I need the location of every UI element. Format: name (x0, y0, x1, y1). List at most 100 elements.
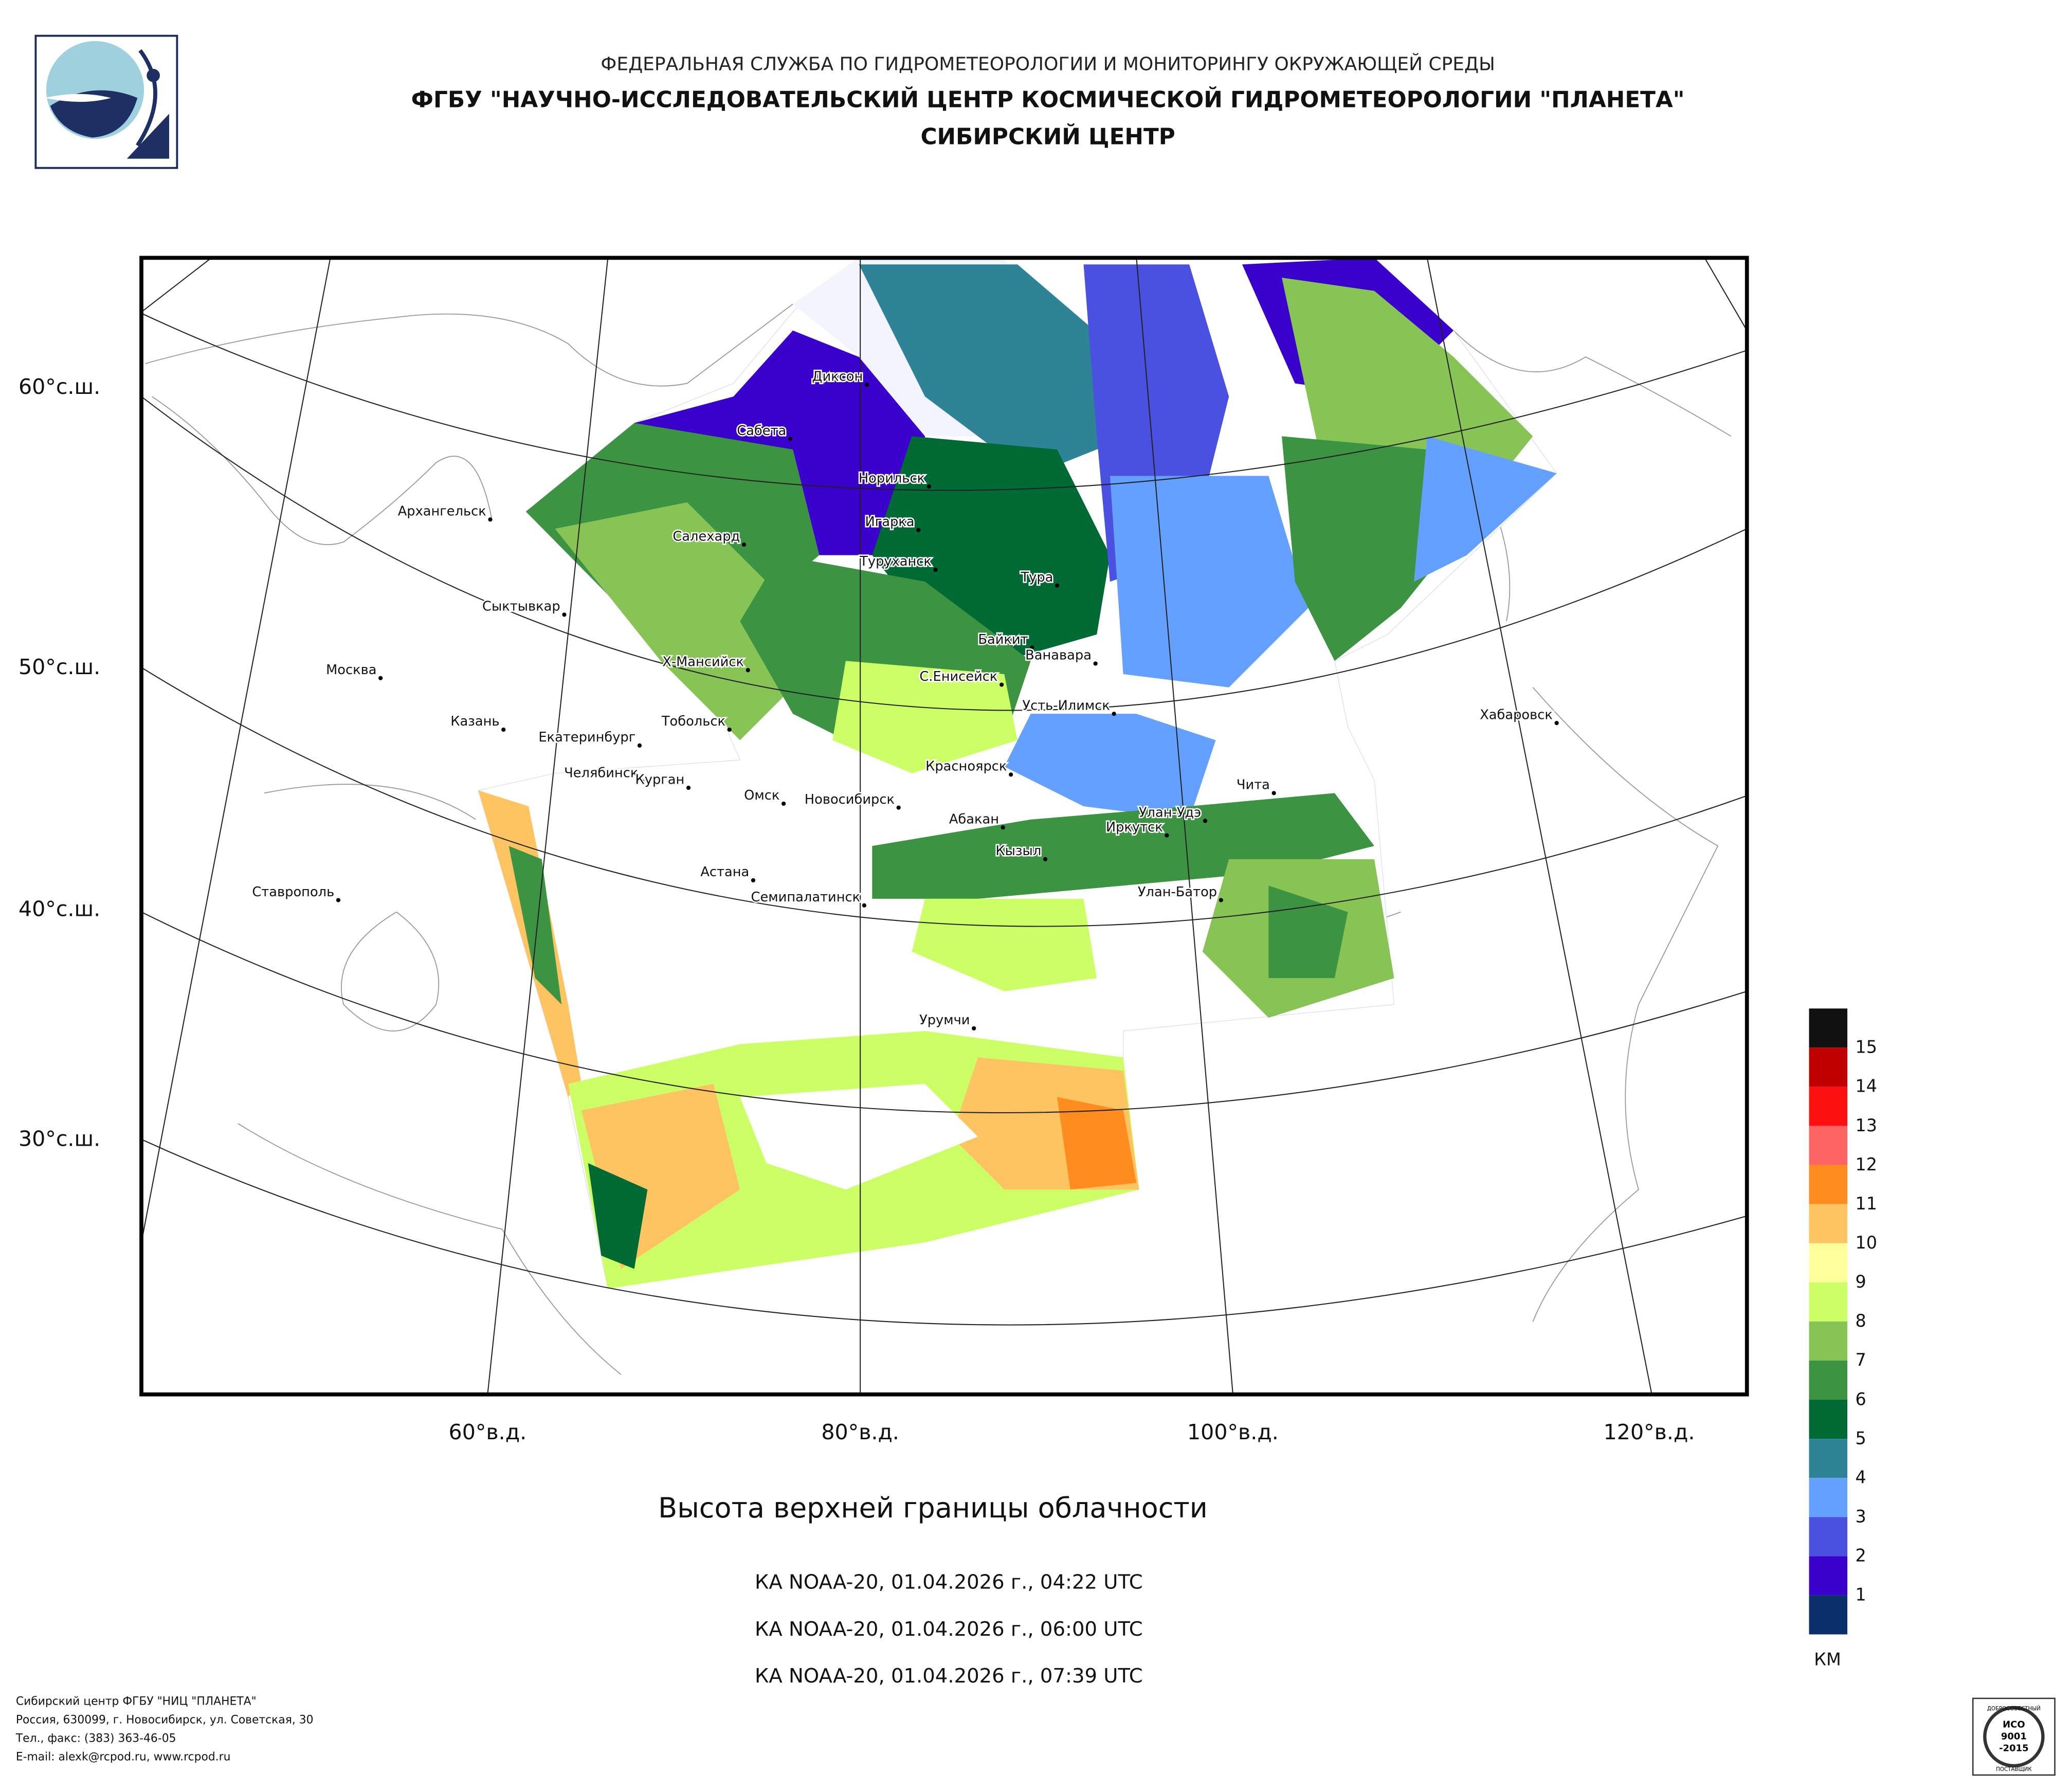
city-dot (999, 682, 1004, 687)
city-label: Х-Мансийск (662, 655, 744, 670)
legend: 15 14 13 12 11 10 9 8 7 6 5 4 3 2 1 КМ (1809, 1008, 1877, 1670)
footer-line: Тел., факс: (383) 363-46-05 (15, 1732, 176, 1745)
legend-tick-label: 10 (1855, 1233, 1877, 1253)
legend-tick-label: 14 (1855, 1076, 1877, 1096)
city-label: Челябинск (564, 765, 638, 781)
cert-top: ДОБРОСОВЕСТНЫЙ (1987, 1705, 2041, 1712)
legend-tick-label: 15 (1855, 1037, 1877, 1057)
legend-swatch (1809, 1087, 1848, 1126)
legend-tick-label: 1 (1855, 1585, 1866, 1605)
city-dot (1112, 711, 1116, 716)
legend-tick-label: 4 (1855, 1467, 1866, 1487)
header-institute: ФГБУ "НАУЧНО-ИССЛЕДОВАТЕЛЬСКИЙ ЦЕНТР КОС… (411, 85, 1685, 113)
legend-swatch (1809, 1517, 1848, 1557)
longitude-label: 100°в.д. (1187, 1420, 1279, 1444)
city-dot (926, 484, 931, 489)
city-label: Туруханск (859, 554, 932, 569)
legend-swatch (1809, 1556, 1848, 1596)
city-label: Норильск (859, 471, 925, 486)
city-dot (488, 517, 493, 522)
city-dot (788, 437, 793, 441)
city-dot (1055, 583, 1060, 588)
city-dot (896, 805, 901, 810)
legend-tick-label: 7 (1855, 1350, 1866, 1370)
latitude-label: 60°с.ш. (19, 374, 100, 399)
certificate: ДОБРОСОВЕСТНЫЙ ИСО 9001 -2015 ПОСТАВЩИК (1972, 1697, 2056, 1776)
city-dot (727, 727, 732, 732)
latitude-label: 40°с.ш. (19, 896, 100, 921)
cert-iso: ИСО (2003, 1719, 2025, 1730)
legend-swatch (1809, 1439, 1848, 1478)
longitude-label: 80°в.д. (821, 1420, 899, 1444)
city-label: Тура (1020, 570, 1053, 585)
legend-tick-label: 11 (1855, 1193, 1877, 1214)
legend-swatch (1809, 1321, 1848, 1361)
city-dot (501, 727, 506, 732)
city-label: Иркутск (1106, 820, 1163, 835)
city-label: Усть-Илимск (1022, 698, 1110, 713)
city-dot (640, 779, 645, 784)
legend-swatch (1809, 1595, 1848, 1635)
city-label: Диксон (812, 369, 863, 384)
pass-line: КА NOAA-20, 01.04.2026 г., 04:22 UTC (755, 1571, 1143, 1594)
city-label: Чита (1237, 777, 1270, 793)
legend-tick-label: 2 (1855, 1546, 1866, 1566)
city-dot (746, 668, 750, 673)
cert-number: 9001 (2001, 1731, 2027, 1742)
footer-line: Сибирский центр ФГБУ "НИЦ "ПЛАНЕТА" (16, 1695, 257, 1708)
city-dot (862, 903, 866, 908)
city-dot (1093, 661, 1098, 666)
legend-swatch (1809, 1047, 1848, 1087)
city-label: Байкит (978, 632, 1028, 647)
city-dot (972, 1026, 976, 1030)
city-label: Красноярск (925, 759, 1007, 774)
city-dot (751, 878, 756, 883)
city-dot (781, 801, 786, 806)
map-area (141, 258, 1747, 1395)
footer-line: E-mail: alexk@rcpod.ru, www.rcpod.ru (16, 1751, 231, 1764)
city-dot (741, 542, 747, 547)
legend-tick-label: 9 (1855, 1272, 1866, 1292)
city-dot (1009, 772, 1013, 777)
latitude-label: 30°с.ш. (19, 1127, 100, 1151)
legend-tick-label: 3 (1855, 1507, 1866, 1527)
city-dot (1203, 819, 1208, 823)
city-dot (864, 383, 869, 387)
cert-bottom: ПОСТАВЩИК (1996, 1766, 2032, 1772)
header-agency: ФЕДЕРАЛЬНАЯ СЛУЖБА ПО ГИДРОМЕТЕОРОЛОГИИ … (601, 53, 1495, 75)
city-label: Сабета (737, 423, 786, 439)
city-label: Ставрополь (252, 884, 334, 900)
pass-line: КА NOAA-20, 01.04.2026 г., 06:00 UTC (755, 1618, 1143, 1641)
city-dot (1554, 720, 1559, 726)
city-dot (1001, 825, 1005, 830)
city-label: Кызыл (995, 843, 1041, 859)
city-label: Архангельск (398, 504, 486, 519)
city-dot (933, 567, 938, 572)
legend-swatch (1809, 1204, 1848, 1243)
city-label: Урумчи (919, 1012, 970, 1028)
city-label: Улан-Батор (1138, 884, 1217, 900)
longitude-label: 120°в.д. (1604, 1420, 1695, 1444)
city-label: Екатеринбург (538, 730, 635, 745)
longitude-label: 60°в.д. (449, 1420, 527, 1444)
legend-swatch (1809, 1282, 1848, 1322)
legend-swatch (1809, 1126, 1848, 1165)
city-label: Улан-Удэ (1139, 805, 1201, 821)
legend-tick-label: 8 (1855, 1311, 1866, 1331)
legend-swatch (1809, 1243, 1848, 1282)
logo (34, 34, 178, 169)
city-dot (1271, 791, 1276, 795)
footer-line: Россия, 630099, г. Новосибирск, ул. Сове… (16, 1714, 314, 1727)
map-frame (139, 256, 1749, 1397)
latitude-label: 50°с.ш. (19, 655, 100, 679)
city-dot (336, 898, 341, 902)
city-label: Казань (450, 714, 499, 729)
legend-swatch (1809, 1478, 1848, 1517)
city-label: Хабаровск (1480, 707, 1553, 722)
legend-swatch (1809, 1360, 1848, 1400)
city-label: Семипалатинск (751, 890, 861, 905)
city-dot (1165, 833, 1169, 838)
legend-tick-label: 13 (1855, 1115, 1877, 1135)
